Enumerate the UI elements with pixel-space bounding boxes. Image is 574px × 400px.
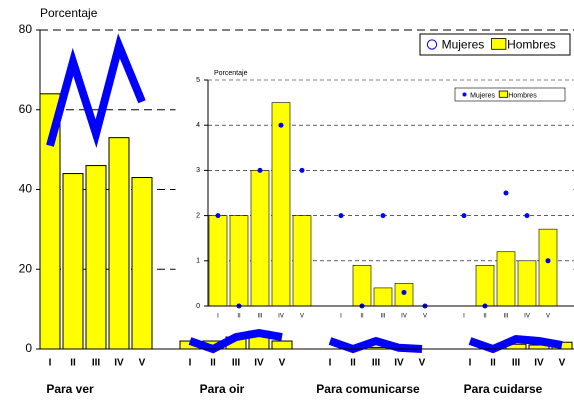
x-tick-label: V [279,358,286,369]
x-tick-label: V [139,358,146,369]
y-tick-label: 40 [19,182,33,196]
x-tick-label: II [70,358,76,369]
x-tick-label: V [546,314,550,320]
point [215,213,221,219]
x-tick-label: II [483,314,487,320]
x-tick-label: III [503,314,508,320]
x-tick-label: II [237,314,241,320]
bar [62,173,84,350]
x-tick-label: IV [401,314,407,320]
bar [517,260,537,307]
x-tick-label: III [512,358,521,369]
point [299,167,305,173]
bar [208,215,228,307]
x-tick-label: IV [394,358,404,369]
point [278,122,284,128]
group-label: Para comunicarse [316,382,420,396]
legend-swatch [491,38,507,50]
x-tick-label: V [559,358,566,369]
y-tick-label: 0 [196,303,200,310]
y-tick-label: 3 [196,167,200,174]
x-tick-label: V [423,314,427,320]
y-axis-label: Porcentaje [214,70,248,77]
bar [352,265,372,307]
y-tick-label: 80 [19,22,33,36]
bar [131,177,153,350]
y-tick-label: 4 [196,122,200,129]
group-label: Para cuidarse [464,382,543,396]
x-tick-label: IV [254,358,264,369]
bar [496,251,516,307]
y-tick-label: 1 [196,258,200,265]
x-tick-label: III [257,314,262,320]
legend-marker [462,92,467,97]
x-tick-label: II [360,314,364,320]
legend-marker [426,39,438,50]
bar [271,340,293,350]
group-label: Para oir [200,382,245,396]
x-tick-label: I [189,358,192,369]
y-tick-label: 2 [196,212,200,219]
x-tick-label: II [210,358,216,369]
point [401,289,407,295]
x-tick-label: IV [524,314,530,320]
legend-label: Hombres [507,38,556,52]
x-tick-label: II [350,358,356,369]
x-tick-label: III [92,358,101,369]
bar [373,287,393,307]
legend-box [454,87,566,102]
x-tick-label: I [49,358,52,369]
legend-label: Mujeres [470,92,495,99]
x-tick-label: III [372,358,381,369]
x-tick-label: V [300,314,304,320]
y-tick-label: 5 [196,77,200,84]
legend-label: Hombres [508,92,537,99]
point [545,258,551,264]
point [257,167,263,173]
bar [292,215,312,307]
line-segment [328,336,423,354]
bar [475,265,495,307]
x-tick-label: I [463,314,465,320]
bar [271,102,291,307]
line-segment [46,33,146,148]
y-tick-label: 60 [19,102,33,116]
y-tick-label: 0 [25,341,32,355]
x-tick-label: IV [534,358,544,369]
point [380,213,386,219]
point [503,190,509,196]
y-tick-label: 20 [19,261,33,275]
bar [85,165,107,350]
x-tick-label: II [490,358,496,369]
x-tick-label: III [380,314,385,320]
line-segment [468,334,563,354]
group-label: Para ver [46,382,94,396]
y-axis-label: Porcentaje [40,6,98,20]
x-tick-label: IV [278,314,284,320]
point [524,213,530,219]
x-tick-label: III [232,358,241,369]
bar [229,215,249,307]
x-tick-label: I [340,314,342,320]
x-tick-label: IV [114,358,124,369]
legend-swatch [498,90,509,98]
point [338,213,344,219]
x-tick-label: I [217,314,219,320]
bar [250,170,270,307]
x-tick-label: I [329,358,332,369]
legend-label: Mujeres [442,38,485,52]
line-segment [188,328,283,354]
x-tick-label: I [469,358,472,369]
bar [538,228,558,307]
x-tick-label: V [419,358,426,369]
bar [108,137,130,350]
point [461,213,467,219]
